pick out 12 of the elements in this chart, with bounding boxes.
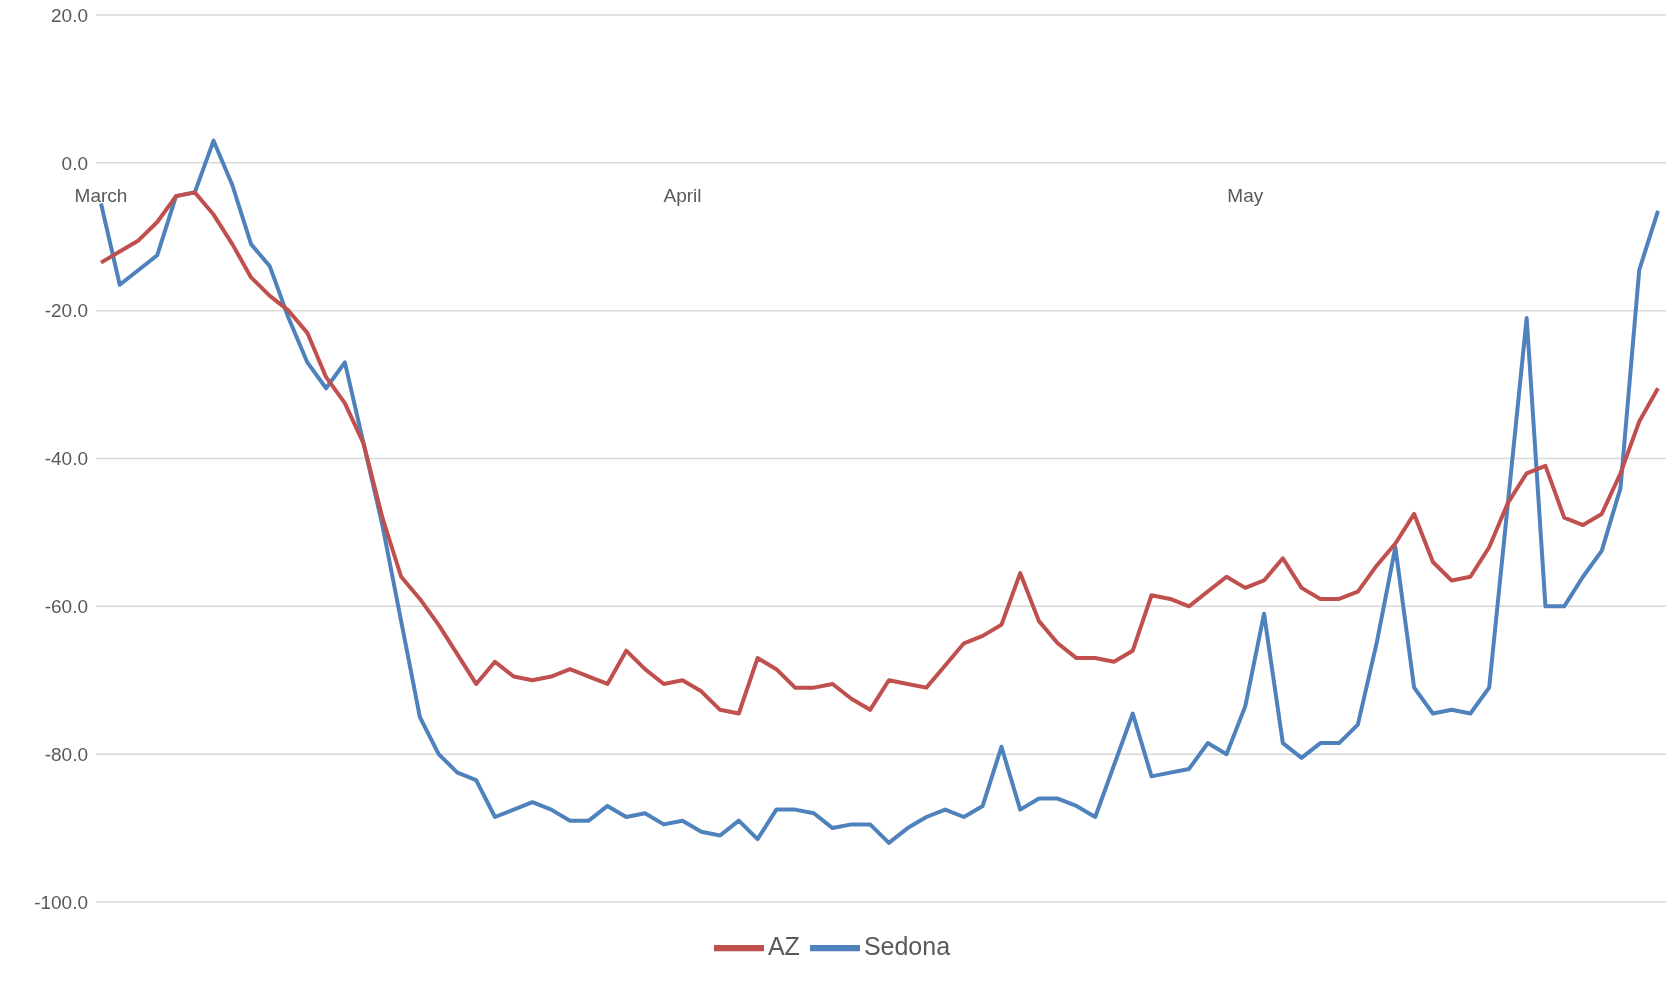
x-tick-label: March <box>74 185 128 207</box>
legend-label: AZ <box>767 931 800 960</box>
y-tick-label: -60.0 <box>44 596 88 618</box>
y-tick-label: 20.0 <box>51 4 88 26</box>
y-tick-label: -80.0 <box>44 743 88 765</box>
x-tick-label: April <box>663 185 702 207</box>
y-tick-label: -20.0 <box>44 300 88 322</box>
y-tick-label: -40.0 <box>44 448 88 470</box>
y-tick-label: -100.0 <box>34 891 88 913</box>
x-tick-label: May <box>1227 185 1264 207</box>
legend-label: Sedona <box>863 931 951 960</box>
y-tick-label: 0.0 <box>61 152 88 174</box>
